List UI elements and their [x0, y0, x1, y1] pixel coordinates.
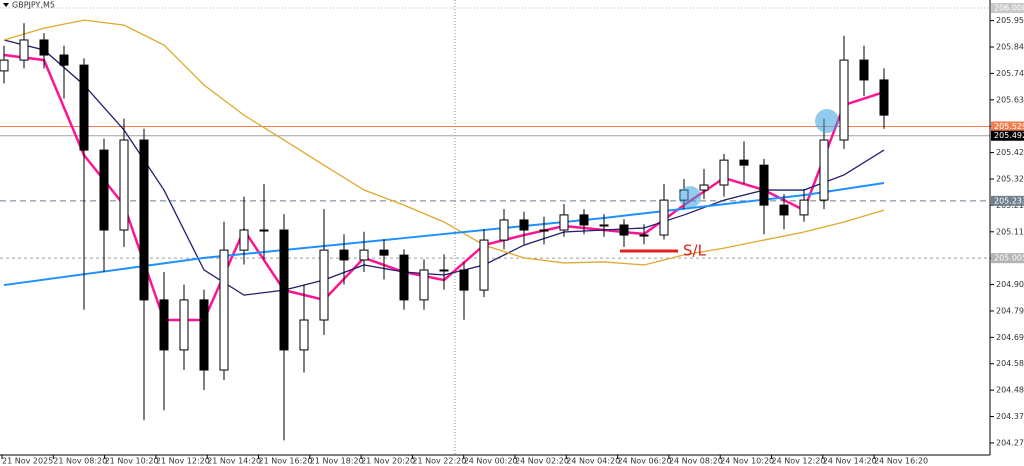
y-tick-label: 204.690 — [996, 333, 1024, 342]
candle-body — [599, 224, 609, 227]
candle-body — [19, 39, 29, 61]
x-tick-label: 21 Nov 10:20 — [105, 457, 159, 466]
x-tick-label: 24 Nov 02:20 — [515, 457, 569, 466]
y-tick-label: 204.795 — [996, 306, 1024, 315]
candle-body — [339, 249, 349, 261]
candle-body — [159, 299, 169, 351]
y-tick-label: 205.110 — [996, 227, 1024, 236]
candle-body — [779, 204, 789, 216]
x-tick-label: 21 Nov 22:20 — [412, 457, 466, 466]
level-label: 206.000 — [994, 4, 1024, 13]
candle-body — [839, 59, 849, 141]
x-tick-label: 21 Nov 18:20 — [310, 457, 364, 466]
candle-body — [359, 249, 369, 261]
x-tick-label: 24 Nov 10:20 — [720, 457, 774, 466]
candle-body — [799, 199, 809, 216]
level-label: 205.233 — [994, 196, 1024, 205]
candles — [0, 23, 889, 441]
candle-body — [219, 249, 229, 371]
marker-circle — [815, 109, 839, 133]
candle-body — [299, 319, 309, 351]
level-label-bg — [991, 121, 1024, 132]
candle-body — [0, 59, 9, 72]
candle-body — [699, 184, 709, 191]
x-tick-label: 21 Nov 14:20 — [207, 457, 261, 466]
candle-body — [579, 214, 589, 226]
sl-label: S/L — [683, 242, 707, 260]
chart-title: GBPJPY,M5 — [12, 1, 55, 10]
level-label-bg — [991, 3, 1024, 14]
x-tick-label: 21 Nov 08:20 — [53, 457, 107, 466]
x-tick-label: 24 Nov 04:20 — [566, 457, 620, 466]
candle-body — [519, 219, 529, 231]
candle-body — [759, 164, 769, 206]
x-tick-label: 21 Nov 20:20 — [361, 457, 415, 466]
axis-labels: 205.950205.845205.740205.635205.530205.4… — [1, 3, 1024, 466]
candle-body — [379, 249, 389, 256]
title-arrow — [3, 3, 9, 7]
candle-body — [279, 229, 289, 351]
x-tick-label: 24 Nov 12:20 — [772, 457, 826, 466]
candle-body — [239, 229, 249, 251]
y-tick-label: 205.740 — [996, 69, 1024, 78]
y-tick-label: 205.425 — [996, 148, 1024, 157]
level-label-bg — [991, 130, 1024, 141]
x-tick-label: 24 Nov 08:20 — [669, 457, 723, 466]
x-tick-label: 24 Nov 00:20 — [464, 457, 518, 466]
candle-body — [139, 139, 149, 301]
candle-body — [79, 64, 89, 151]
level-label: 205.492 — [994, 131, 1024, 140]
candle-body — [619, 224, 629, 236]
candle-body — [179, 299, 189, 351]
candle-body — [559, 214, 569, 231]
x-tick-label: 21 Nov 2025 — [2, 457, 53, 466]
y-tick-label: 204.480 — [996, 386, 1024, 395]
level-label-bg — [991, 195, 1024, 206]
candle-body — [499, 219, 509, 241]
y-tick-label: 204.375 — [996, 412, 1024, 421]
y-tick-label: 204.270 — [996, 438, 1024, 447]
candle-body — [739, 159, 749, 166]
candle-body — [99, 149, 109, 231]
candle-body — [119, 139, 129, 231]
y-tick-label: 205.320 — [996, 174, 1024, 183]
x-tick-label: 24 Nov 14:20 — [823, 457, 877, 466]
y-tick-label: 205.950 — [996, 16, 1024, 25]
candle-body — [439, 269, 449, 272]
candle-body — [859, 59, 869, 81]
candle-body — [819, 139, 829, 201]
candle-body — [319, 249, 329, 321]
x-tick-label: 21 Nov 16:20 — [259, 457, 313, 466]
candle-body — [39, 39, 49, 56]
candle-body — [199, 299, 209, 371]
candle-body — [639, 234, 649, 237]
y-tick-label: 204.585 — [996, 359, 1024, 368]
candle-body — [399, 254, 409, 301]
candle-body — [719, 159, 729, 186]
marker-circle — [679, 186, 701, 208]
y-tick-label: 205.845 — [996, 43, 1024, 52]
x-tick-label: 24 Nov 06:20 — [618, 457, 672, 466]
candle-body — [59, 54, 69, 66]
x-tick-label: 24 Nov 16:20 — [874, 457, 928, 466]
candle-body — [659, 199, 669, 236]
level-label: 205.005 — [994, 254, 1024, 263]
candle-body — [459, 269, 469, 291]
candle-body — [539, 229, 549, 232]
x-tick-label: 21 Nov 12:20 — [156, 457, 210, 466]
y-tick-label: 205.635 — [996, 95, 1024, 104]
level-label: 205.529 — [994, 122, 1024, 131]
candle-body — [419, 269, 429, 301]
y-tick-label: 204.900 — [996, 280, 1024, 289]
moving-average — [3, 19, 885, 266]
candle-body — [479, 239, 489, 291]
level-label-bg — [991, 253, 1024, 264]
candle-body — [259, 229, 269, 232]
candle-body — [879, 79, 889, 116]
